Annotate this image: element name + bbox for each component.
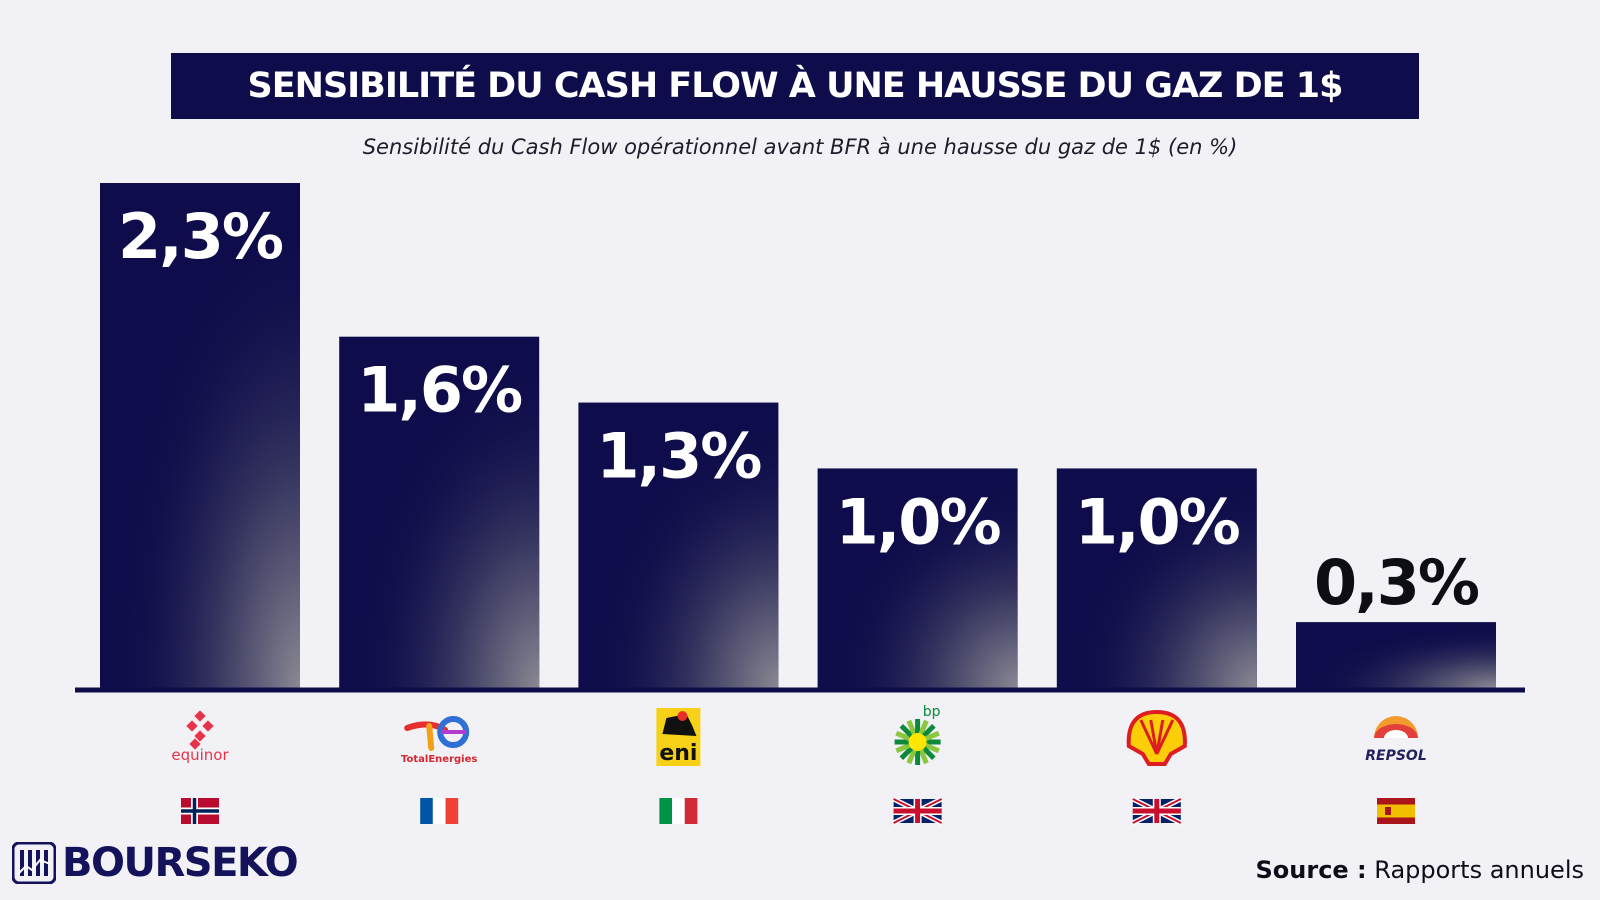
country-flags: [181, 796, 1415, 826]
bourseko-logo-icon: [12, 842, 56, 884]
bar-shade-equinor: [100, 183, 300, 688]
bar-chart: 2,3% 1,6% 1,3% 1,0% 1,0% 0,3% equinor TotalEne…: [75, 183, 1525, 826]
bar-shade-eni: [578, 402, 779, 688]
data-label-eni: 1,3%: [596, 420, 761, 493]
data-label-totalenergies: 1,6%: [357, 354, 522, 427]
logo-eni: eni: [656, 708, 701, 766]
data-label-equinor: 2,3%: [118, 200, 283, 273]
logo-shell: [1126, 709, 1187, 766]
svg-text:equinor: equinor: [171, 746, 229, 764]
svg-text:TotalEnergies: TotalEnergies: [401, 754, 477, 765]
flag-france-totalenergies: [420, 798, 459, 824]
data-labels-layer: 2,3% 1,6% 1,3% 1,0% 1,0% 0,3%: [118, 200, 1481, 619]
data-label-repsol: 0,3%: [1314, 546, 1479, 619]
logo-equinor: equinor: [171, 710, 229, 764]
logo-totalenergies: TotalEnergies: [401, 716, 477, 765]
bar-shade-totalenergies: [339, 336, 540, 688]
svg-text:REPSOL: REPSOL: [1365, 748, 1427, 764]
bar-shade-bp: [817, 468, 1018, 688]
flag-united-kingdom-bp: [892, 796, 943, 826]
svg-text:bp: bp: [923, 704, 941, 720]
chart-subtitle: Sensibilité du Cash Flow opérationnel av…: [362, 135, 1238, 159]
logo-bp: bp: [894, 704, 941, 765]
bourseko-logo: BOURSEKO: [12, 840, 299, 886]
svg-text:eni: eni: [659, 741, 697, 766]
logo-repsol: REPSOL: [1365, 716, 1427, 764]
title-banner: SENSIBILITÉ DU CASH FLOW À UNE HAUSSE DU…: [171, 53, 1419, 119]
bar-shade-repsol: [1296, 622, 1496, 688]
flag-united-kingdom-shell: [1131, 796, 1182, 826]
data-label-bp: 1,0%: [836, 485, 1001, 558]
company-logos: equinor TotalEnergies eni bp REPSOL: [171, 704, 1427, 766]
flag-spain-repsol: [1377, 798, 1415, 824]
flag-italy-eni: [659, 798, 698, 824]
bars-layer: [100, 183, 1496, 688]
brand-name: BOURSEKO: [62, 840, 299, 886]
flag-norway-equinor: [181, 798, 219, 824]
bar-shade-shell: [1056, 468, 1257, 688]
source-text: Rapports annuels: [1374, 856, 1584, 884]
source-label: Source :: [1255, 856, 1367, 884]
chart-title: SENSIBILITÉ DU CASH FLOW À UNE HAUSSE DU…: [247, 66, 1344, 106]
source-note: Source : Rapports annuels: [1256, 856, 1585, 884]
data-label-shell: 1,0%: [1075, 485, 1240, 558]
